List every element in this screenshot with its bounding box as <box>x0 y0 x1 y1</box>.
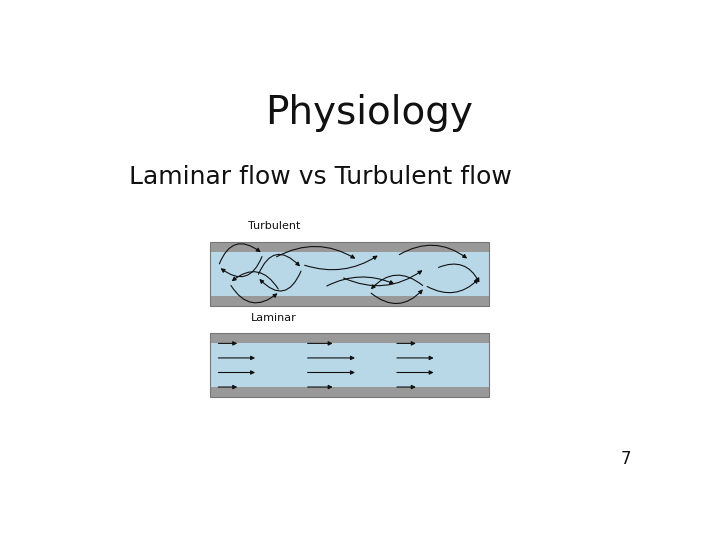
Text: Physiology: Physiology <box>265 94 473 132</box>
Text: Laminar: Laminar <box>251 313 297 322</box>
Bar <box>210 333 489 343</box>
Text: Turbulent: Turbulent <box>248 221 300 231</box>
Bar <box>210 387 489 397</box>
Text: Laminar flow vs Turbulent flow: Laminar flow vs Turbulent flow <box>129 165 512 188</box>
Bar <box>210 241 489 252</box>
Bar <box>210 333 489 397</box>
Bar <box>210 252 489 295</box>
Text: 7: 7 <box>621 450 631 468</box>
Bar <box>210 295 489 306</box>
Bar <box>210 241 489 306</box>
Bar <box>210 343 489 387</box>
